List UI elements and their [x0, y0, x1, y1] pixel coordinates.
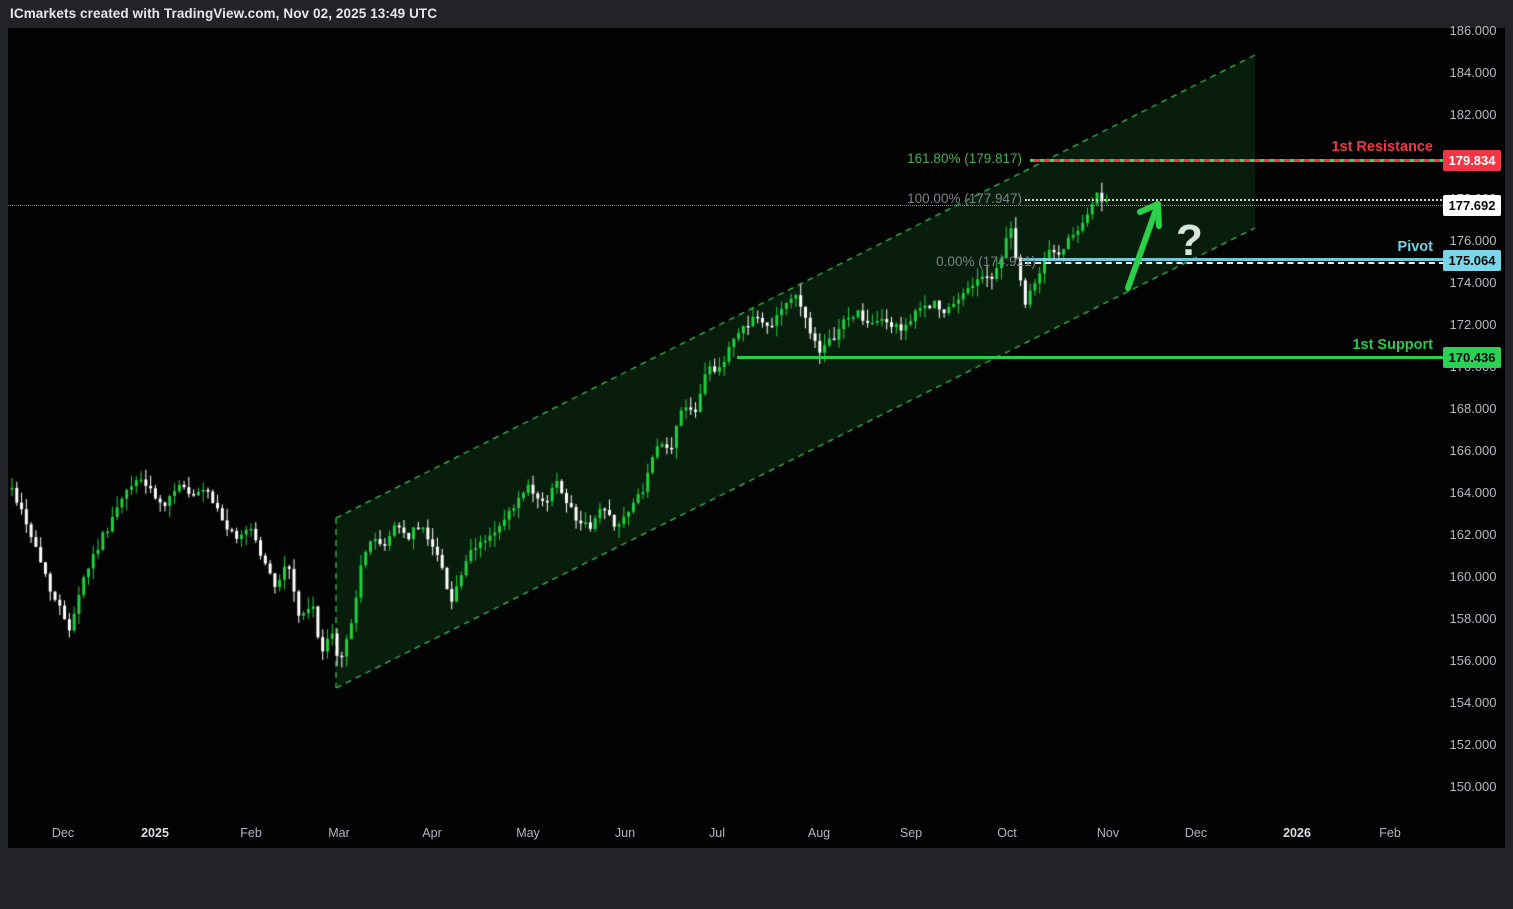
price-tick: 166.000 [1449, 443, 1497, 458]
price-tick: 162.000 [1449, 527, 1497, 542]
last-price-badge: 177.692 [1443, 194, 1501, 216]
time-tick: 2026 [1283, 826, 1311, 840]
price-axis[interactable]: 186.000184.000182.000180.000178.000176.0… [1443, 23, 1505, 848]
price-tick: 172.000 [1449, 317, 1497, 332]
time-tick: 2025 [141, 826, 169, 840]
last-price-dotted-line [8, 204, 1445, 206]
time-tick: Feb [240, 826, 262, 840]
time-tick: Sep [899, 826, 923, 840]
fib-161-label: 161.80% (179.817) [907, 151, 1022, 166]
time-tick: Apr [422, 826, 442, 840]
time-tick: Dec [51, 826, 75, 840]
fib-100-line[interactable] [1025, 199, 1445, 201]
resistance-price-badge: 179.834 [1443, 149, 1501, 171]
time-axis[interactable]: Dec 2025 Feb Mar Apr May Jun Jul Aug Sep Oct Nov Dec… [8, 822, 1445, 848]
fib-161-dashed-overlay [1030, 159, 1445, 162]
price-tick: 174.000 [1449, 275, 1497, 290]
price-tick: 158.000 [1449, 611, 1497, 626]
time-tick: Jul [709, 826, 725, 840]
resistance-line[interactable] [1030, 159, 1445, 162]
pivot-text-label: Pivot [1397, 239, 1433, 255]
fib-100-label: 100.00% (177.947) [907, 191, 1022, 206]
price-tick: 150.000 [1449, 779, 1497, 794]
price-tick: 186.000 [1449, 23, 1497, 38]
price-tick: 168.000 [1449, 401, 1497, 416]
footer-bar: TradingView [0, 848, 1513, 909]
price-tick: 176.000 [1449, 233, 1497, 248]
time-tick: Mar [328, 826, 350, 840]
price-tick: 152.000 [1449, 737, 1497, 752]
time-tick: Oct [997, 826, 1017, 840]
time-tick: Dec [1184, 826, 1208, 840]
price-tick: 160.000 [1449, 569, 1497, 584]
support-text-label: 1st Support [1352, 337, 1433, 353]
time-tick: Feb [1379, 826, 1401, 840]
time-tick: May [516, 826, 540, 840]
time-tick: Jun [614, 826, 636, 840]
price-tick: 154.000 [1449, 695, 1497, 710]
support-line[interactable] [737, 356, 1445, 359]
pivot-price-badge: 175.064 [1443, 250, 1501, 272]
price-tick: 182.000 [1449, 107, 1497, 122]
fib-0-label: 0.00% (174.921) [936, 254, 1036, 269]
price-tick: 184.000 [1449, 65, 1497, 80]
up-arrow-drawing[interactable] [1108, 188, 1178, 298]
price-tick: 156.000 [1449, 653, 1497, 668]
chart-credit-text: ICmarkets created with TradingView.com, … [10, 6, 438, 21]
price-chart-canvas[interactable] [8, 28, 1445, 822]
time-tick: Aug [807, 826, 831, 840]
question-mark-annotation[interactable]: ? [1176, 216, 1203, 265]
price-tick: 164.000 [1449, 485, 1497, 500]
resistance-text-label: 1st Resistance [1331, 139, 1433, 155]
chart-plot-area[interactable]: 161.80% (179.817) 100.00% (177.947) 0.00… [8, 28, 1505, 848]
pivot-line[interactable] [1022, 258, 1445, 261]
fib-0-line[interactable] [1025, 262, 1445, 264]
support-price-badge: 170.436 [1443, 347, 1501, 369]
header-bar: ICmarkets created with TradingView.com, … [0, 0, 1513, 28]
time-tick: Nov [1096, 826, 1120, 840]
